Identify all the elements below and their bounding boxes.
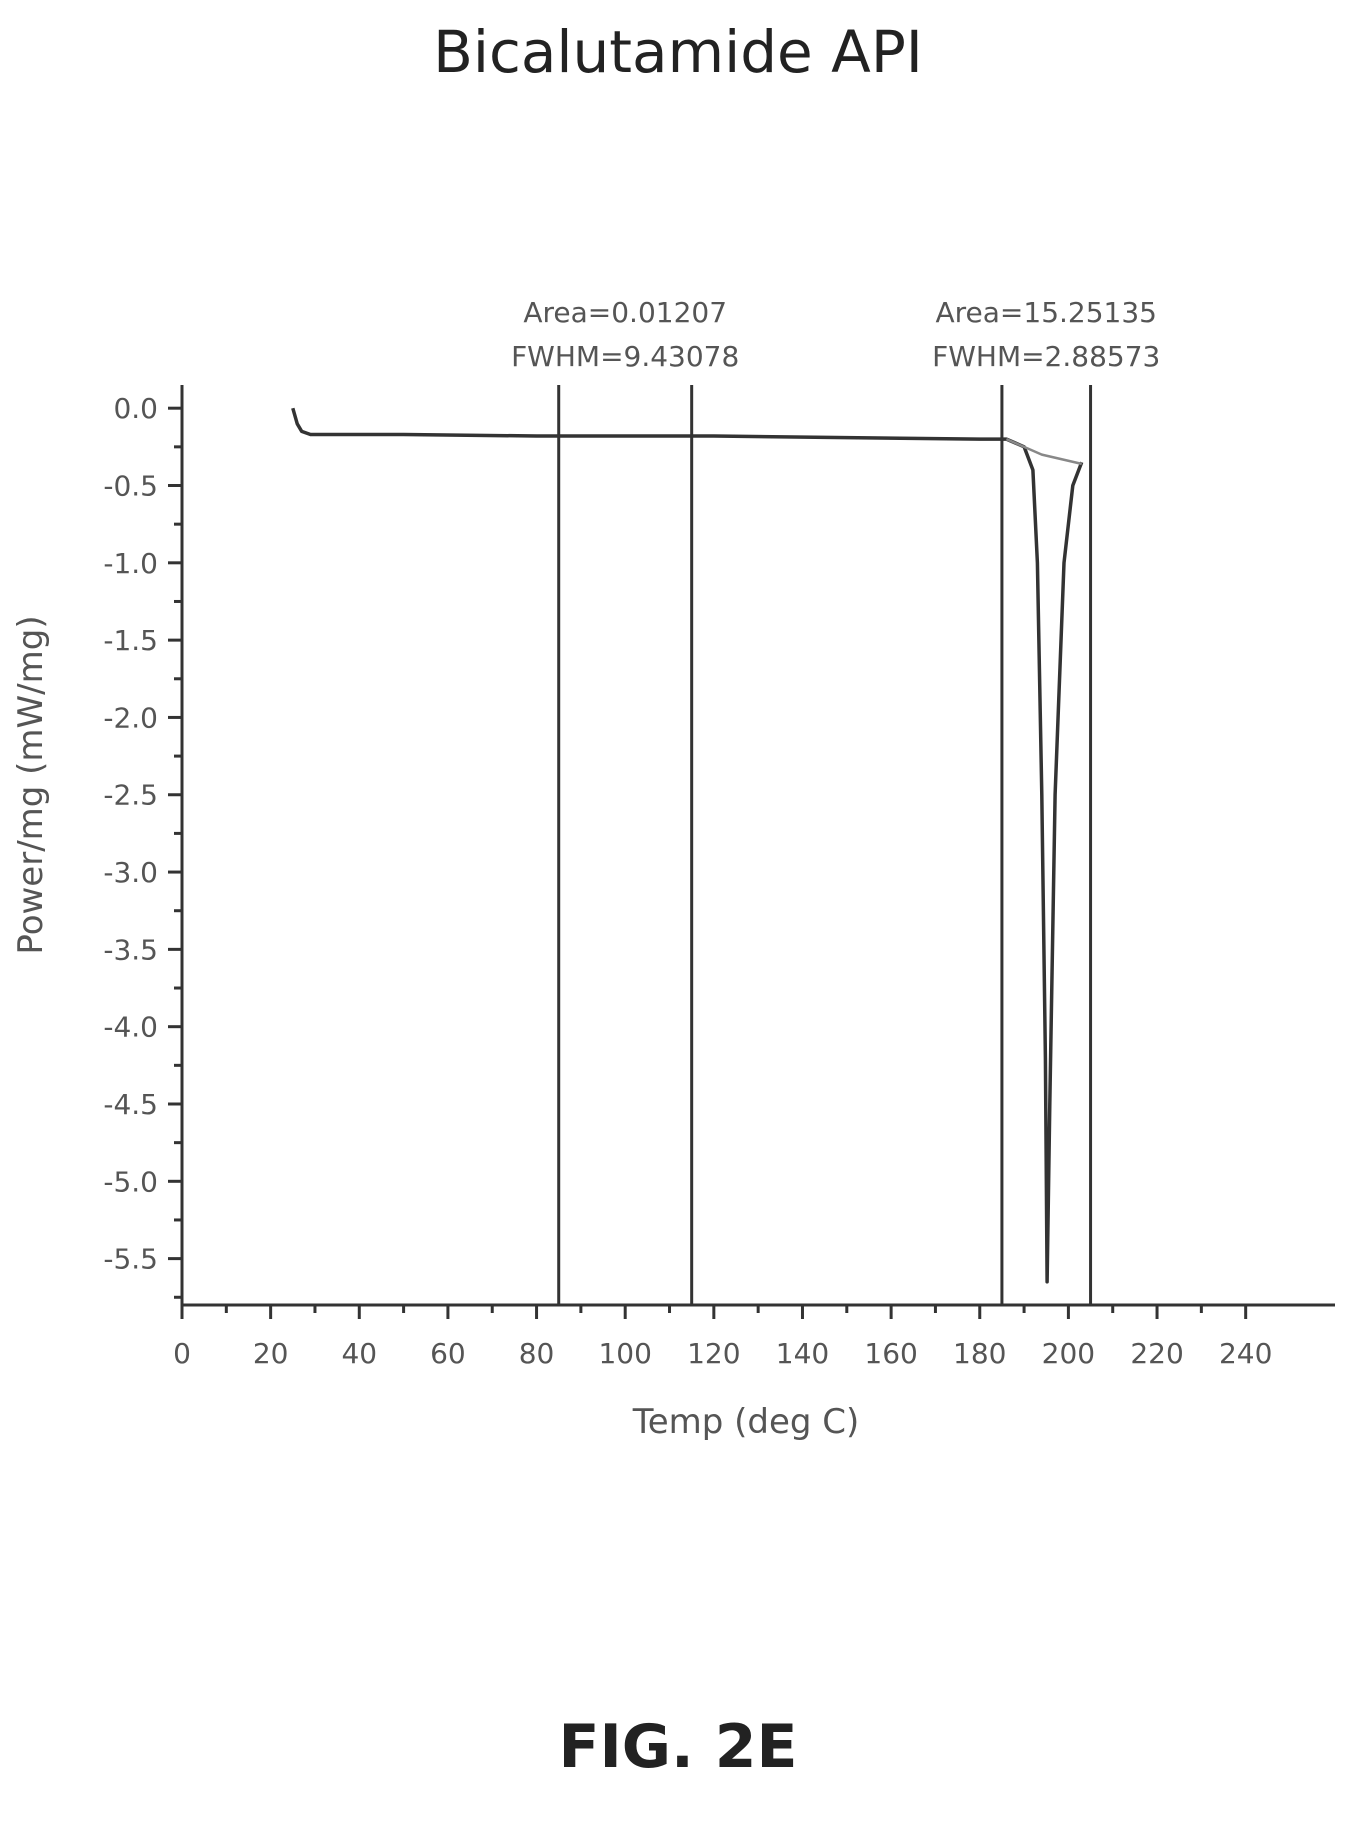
y-tick-label: -4.0 [103,1011,158,1044]
annotation-fwhm: FWHM=2.88573 [932,340,1160,373]
baseline-trace [1005,437,1082,466]
y-tick-label: -2.0 [103,701,158,734]
x-tick-label: 180 [953,1337,1006,1370]
peak-annotations: Area=0.01207 FWHM=9.43078 Area=15.25135 FWH… [511,296,1160,1305]
annotation-area: Area=0.01207 [523,296,727,329]
x-tick-label: 60 [430,1337,466,1370]
y-tick-label: -1.0 [103,547,158,580]
y-tick-label: -4.5 [103,1088,158,1121]
y-axis-label: Power/mg (mW/mg) [11,615,51,954]
data-series [291,407,1084,1284]
dsc-trace [291,407,1084,1284]
y-tick-label: -2.5 [103,779,158,812]
x-tick-label: 100 [598,1337,651,1370]
y-tick-label: -1.5 [103,624,158,657]
y-tick-label: -5.0 [103,1165,158,1198]
y-tick-label: 0.0 [113,392,158,425]
figure-label: FIG. 2E [558,1712,798,1782]
x-tick-label: 160 [864,1337,917,1370]
y-tick-label: -0.5 [103,470,158,503]
x-tick-label: 140 [776,1337,829,1370]
dsc-chart: Area=0.01207 FWHM=9.43078 Area=15.25135 FWH… [11,296,1335,1442]
x-tick-label: 200 [1042,1337,1095,1370]
annotation-fwhm: FWHM=9.43078 [511,340,739,373]
x-tick-label: 20 [253,1337,289,1370]
x-tick-label: 40 [341,1337,377,1370]
x-tick-label: 0 [173,1337,191,1370]
x-tick-label: 240 [1219,1337,1272,1370]
x-tick-label: 80 [519,1337,555,1370]
y-tick-label: -5.5 [103,1243,158,1276]
x-axis-label: Temp (deg C) [632,1402,860,1442]
axes: 0 20 40 60 80 100 120 140 160 180 200 220 240 0.0 -0.5… [11,385,1335,1442]
y-tick-label: -3.0 [103,856,158,889]
y-tick-label: -3.5 [103,933,158,966]
x-tick-label: 120 [687,1337,740,1370]
page-title: Bicalutamide API [433,18,923,86]
annotation-area: Area=15.25135 [935,296,1157,329]
x-tick-label: 220 [1130,1337,1183,1370]
